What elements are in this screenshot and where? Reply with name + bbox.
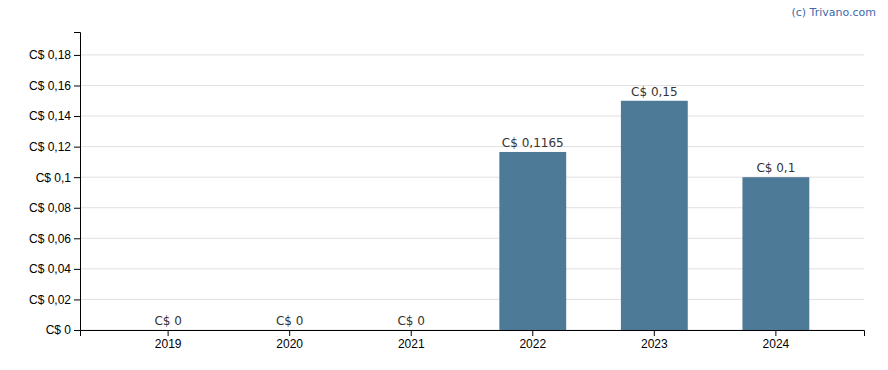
x-tick-label: 2021 — [398, 337, 425, 351]
x-tick-mark — [654, 330, 655, 336]
bar — [621, 101, 688, 330]
bar — [256, 330, 323, 331]
y-tick: C$ 0,02 — [29, 293, 80, 307]
grid-line — [80, 54, 864, 55]
x-tick: 2022 — [519, 330, 546, 351]
y-tick-label: C$ 0,14 — [29, 109, 71, 123]
y-tick: C$ 0,04 — [29, 262, 80, 276]
y-tick: C$ 0,18 — [29, 48, 80, 62]
x-tick: 2020 — [276, 330, 303, 351]
data-label: C$ 0 — [276, 314, 303, 328]
data-label: C$ 0,1165 — [502, 136, 564, 150]
y-tick: C$ 0,1 — [36, 171, 80, 185]
x-tick: 2021 — [398, 330, 425, 351]
y-tick-label: C$ 0,04 — [29, 262, 71, 276]
x-tick-label: 2022 — [519, 337, 546, 351]
data-label: C$ 0,15 — [631, 85, 678, 99]
plot: C$ 0C$ 0,02C$ 0,04C$ 0,06C$ 0,08C$ 0,1C$… — [29, 33, 865, 351]
y-tick-mark — [74, 85, 80, 86]
y-axis-line — [74, 33, 81, 331]
x-axis-line — [81, 331, 865, 337]
y-axis: C$ 0 C$ 0,02 C$ 0,04 C$ 0,06 C$ 0,08 C$ 0,1 C$… — [29, 33, 81, 338]
x-tick-label: 2020 — [276, 337, 303, 351]
x-tick-mark — [411, 330, 412, 336]
x-tick-label: 2023 — [641, 337, 668, 351]
y-tick-mark — [74, 299, 80, 300]
grid — [80, 55, 864, 330]
annotation: (c) Trivano.com — [791, 6, 876, 19]
y-tick-mark — [74, 177, 80, 178]
y-tick-label: C$ 0,06 — [29, 232, 71, 246]
y-tick-label: C$ 0,1 — [36, 171, 72, 185]
x-tick-label: 2019 — [155, 337, 182, 351]
y-tick-label: C$ 0,02 — [29, 293, 71, 307]
data-label: C$ 0 — [154, 314, 181, 328]
y-tick-label: C$ 0 — [46, 323, 72, 337]
grid-line — [80, 116, 864, 117]
y-tick-mark — [74, 330, 80, 331]
y-tick: C$ 0,12 — [29, 140, 80, 154]
x-tick-label: 2024 — [763, 337, 790, 351]
bar — [378, 330, 445, 331]
y-tick-mark — [74, 116, 80, 117]
y-tick-mark — [74, 147, 80, 148]
x-tick: 2019 — [155, 330, 182, 351]
x-tick-mark — [532, 330, 533, 336]
y-tick-label: C$ 0,18 — [29, 48, 71, 62]
data-labels: C$ 0 C$ 0 C$ 0 C$ 0,1165 C$ 0,15 C$ 0,1 — [154, 85, 795, 328]
x-tick: 2024 — [763, 330, 790, 351]
y-tick-mark — [74, 269, 80, 270]
x-tick: 2023 — [641, 330, 668, 351]
y-tick: C$ 0,14 — [29, 109, 80, 123]
bar — [742, 177, 809, 330]
x-tick-mark — [289, 330, 290, 336]
bar — [135, 330, 202, 331]
grid-line — [80, 146, 864, 147]
y-tick: C$ 0 — [46, 323, 80, 337]
y-tick: C$ 0,08 — [29, 201, 80, 215]
data-label: C$ 0,1 — [756, 161, 795, 175]
y-tick-label: C$ 0,16 — [29, 79, 71, 93]
x-axis: 2019 2020 2021 2022 2023 2024 — [81, 330, 865, 351]
data-label: C$ 0 — [397, 314, 424, 328]
bars — [499, 101, 809, 330]
grid-line — [80, 85, 864, 86]
y-tick-mark — [74, 55, 80, 56]
x-tick-mark — [775, 330, 776, 336]
y-tick-mark — [74, 238, 80, 239]
y-tick-label: C$ 0,08 — [29, 201, 71, 215]
y-tick-label: C$ 0,12 — [29, 140, 71, 154]
y-tick: C$ 0,06 — [29, 232, 80, 246]
chart: C$ 0C$ 0,02C$ 0,04C$ 0,06C$ 0,08C$ 0,1C$… — [0, 0, 888, 370]
x-tick-mark — [168, 330, 169, 336]
y-tick: C$ 0,16 — [29, 79, 80, 93]
y-tick-mark — [74, 208, 80, 209]
bar — [499, 152, 566, 330]
